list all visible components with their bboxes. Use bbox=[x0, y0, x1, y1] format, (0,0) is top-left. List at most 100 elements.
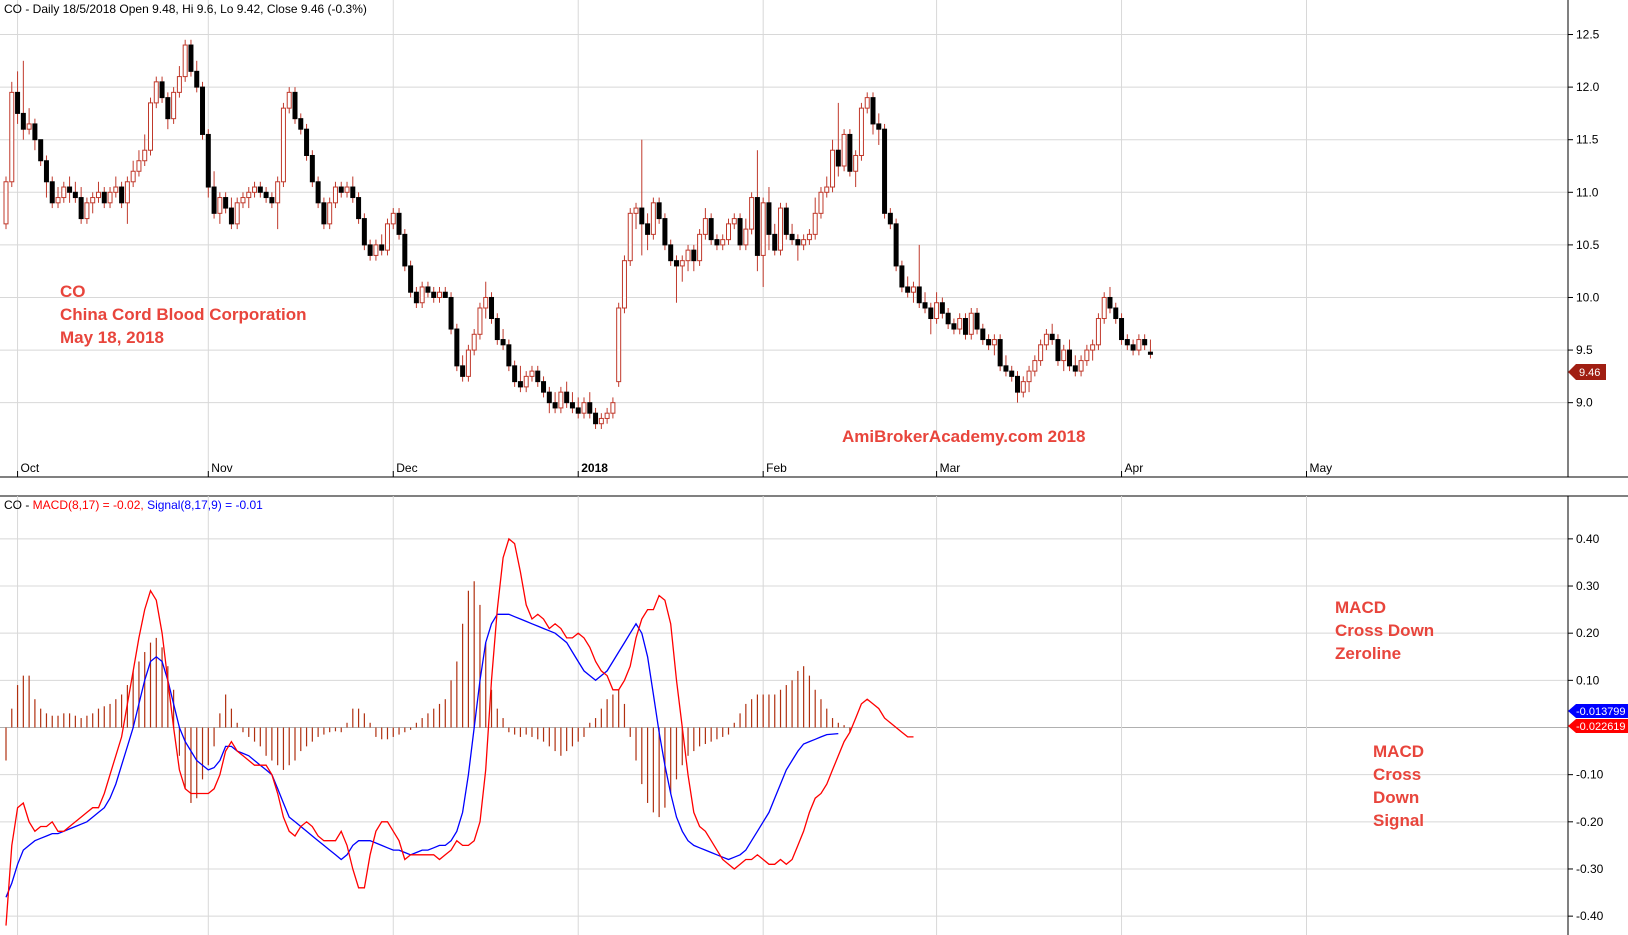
candle-down bbox=[951, 323, 957, 330]
candle-down bbox=[454, 328, 460, 367]
candle-down bbox=[899, 265, 905, 288]
candle-up bbox=[1043, 333, 1049, 346]
annotation-date: May 18, 2018 bbox=[60, 328, 164, 347]
candle-up bbox=[124, 181, 130, 204]
candle-down bbox=[425, 286, 431, 293]
candle-down bbox=[15, 91, 21, 114]
candle-down bbox=[962, 318, 968, 335]
candle-down bbox=[304, 128, 310, 156]
candle-up bbox=[1078, 360, 1084, 372]
candle-down bbox=[1015, 375, 1020, 393]
price-tick-label: 12.5 bbox=[1576, 28, 1600, 42]
candle-up bbox=[142, 149, 148, 162]
candle-down bbox=[564, 391, 570, 404]
candle-up bbox=[679, 260, 685, 267]
candle-down bbox=[835, 149, 841, 167]
candle-down bbox=[101, 191, 107, 204]
candle-down bbox=[766, 202, 772, 235]
candle-down bbox=[737, 218, 743, 246]
candle-up bbox=[55, 197, 61, 204]
month-label: Dec bbox=[396, 461, 417, 475]
price-header: CO - Daily 18/5/2018 Open 9.48, Hi 9.6, … bbox=[4, 2, 367, 16]
candle-up bbox=[1038, 344, 1044, 362]
candle-up bbox=[650, 202, 656, 235]
candle-down bbox=[257, 186, 263, 193]
month-label: 2018 bbox=[581, 461, 608, 475]
macd-tick-label: 0.30 bbox=[1576, 579, 1600, 593]
candle-up bbox=[1095, 318, 1101, 346]
candle-up bbox=[148, 102, 153, 151]
month-label: Nov bbox=[211, 461, 232, 475]
candle-down bbox=[887, 212, 893, 225]
candle-up bbox=[332, 186, 338, 204]
price-tick-label: 10.5 bbox=[1576, 238, 1600, 252]
candle-down bbox=[945, 312, 951, 325]
candle-up bbox=[1026, 370, 1032, 383]
candle-up bbox=[84, 202, 90, 220]
candle-down bbox=[535, 370, 541, 383]
candle-down bbox=[922, 302, 928, 309]
candle-down bbox=[512, 365, 518, 383]
candle-up bbox=[477, 307, 483, 335]
candle-down bbox=[442, 291, 448, 298]
macd-panel: 0.40 0.30 0.20 0.10 -0.10 -0.20 -0.30 -0.40 CO … bbox=[0, 496, 1628, 935]
candle-down bbox=[517, 381, 523, 388]
candle-down bbox=[673, 260, 679, 267]
candle-down bbox=[754, 197, 760, 256]
candle-up bbox=[610, 402, 616, 414]
price-tick-label: 9.0 bbox=[1576, 396, 1593, 410]
annotation-company: China Cord Blood Corporation bbox=[60, 305, 306, 324]
candle-down bbox=[1003, 365, 1009, 372]
candle-up bbox=[523, 375, 529, 388]
candle-down bbox=[298, 118, 304, 130]
candle-up bbox=[743, 228, 749, 246]
signal-value-tag: -0.013799 bbox=[1568, 704, 1628, 718]
candle-up bbox=[720, 239, 726, 246]
candle-up bbox=[471, 333, 477, 351]
candle-up bbox=[465, 349, 471, 377]
candle-down bbox=[575, 407, 581, 414]
month-label: Oct bbox=[21, 461, 40, 475]
candle-up bbox=[1032, 360, 1038, 372]
candle-down bbox=[460, 365, 466, 377]
candle-up bbox=[934, 302, 940, 320]
candle-down bbox=[1107, 296, 1113, 309]
annotation-zero-2: Cross Down bbox=[1335, 621, 1434, 640]
candle-down bbox=[269, 197, 275, 204]
macd-tick-label: -0.30 bbox=[1576, 862, 1604, 876]
annotation-ticker: CO bbox=[60, 282, 86, 301]
annotation-signal-3: Down bbox=[1373, 788, 1419, 807]
candle-up bbox=[581, 402, 587, 414]
candle-down bbox=[645, 223, 651, 235]
price-tick-label: 9.5 bbox=[1576, 343, 1593, 357]
macd-histogram bbox=[5, 581, 851, 818]
candle-up bbox=[598, 417, 604, 425]
candle-down bbox=[986, 339, 992, 346]
candle-up bbox=[9, 91, 15, 183]
candle-up bbox=[95, 191, 101, 199]
macd-tick-label: -0.20 bbox=[1576, 815, 1604, 829]
candle-up bbox=[841, 133, 847, 167]
candle-down bbox=[165, 97, 171, 120]
candle-down bbox=[379, 244, 385, 251]
candle-down bbox=[500, 339, 506, 346]
candle-up bbox=[806, 233, 812, 241]
annotation-zero-3: Zeroline bbox=[1335, 644, 1401, 663]
candle-up bbox=[702, 218, 708, 235]
candle-up bbox=[818, 191, 824, 214]
price-tick-label: 11.0 bbox=[1576, 185, 1599, 199]
candle-down bbox=[396, 212, 402, 235]
candle-up bbox=[240, 197, 246, 204]
candle-down bbox=[795, 239, 801, 246]
candle-down bbox=[668, 244, 674, 262]
candle-up bbox=[1136, 339, 1142, 351]
candle-up bbox=[3, 181, 9, 225]
candle-up bbox=[234, 202, 240, 225]
candle-down bbox=[506, 344, 512, 367]
candle-up bbox=[529, 370, 535, 377]
candle-up bbox=[824, 186, 830, 193]
candle-down bbox=[292, 91, 298, 120]
candle-down bbox=[870, 97, 876, 125]
candle-down bbox=[587, 402, 593, 414]
candle-up bbox=[217, 197, 223, 214]
